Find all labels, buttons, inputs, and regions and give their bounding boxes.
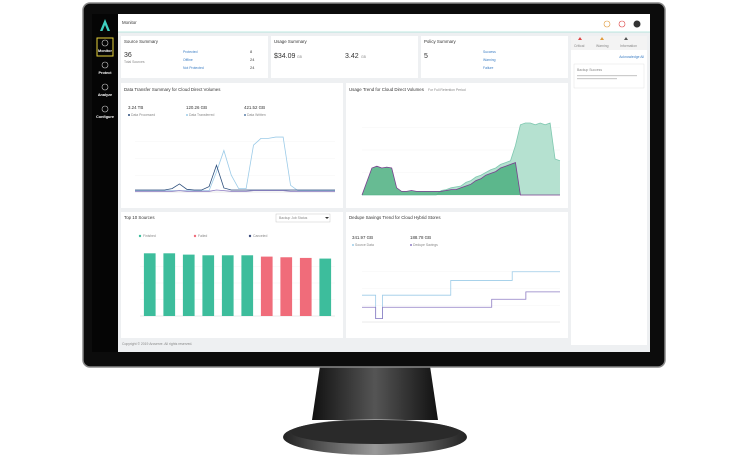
nav-label[interactable]: Protect (98, 71, 112, 75)
line (362, 271, 560, 320)
help-icon[interactable] (603, 20, 611, 28)
user-avatar[interactable] (633, 20, 641, 28)
row-label[interactable]: Warning (483, 58, 496, 62)
nav-label[interactable]: Analyze (98, 93, 112, 97)
nav-label[interactable]: Configure (96, 115, 114, 119)
alerts-panel: Critical Warning Information Acknowledge… (571, 36, 647, 345)
footer: Copyright © 2019 Arcserve. All rights re… (122, 342, 192, 346)
panel-title: Usage Trend for Cloud Direct Volumes (349, 87, 425, 92)
stat-label: Dedupe Savings (413, 243, 438, 247)
line (135, 189, 335, 192)
stat-dot (410, 244, 412, 246)
stat-dot (128, 114, 130, 116)
row-label[interactable]: Offline (183, 58, 193, 62)
alert-icon[interactable] (618, 20, 626, 28)
stat-dot (186, 114, 188, 116)
acknowledge-all[interactable]: Acknowledge All (619, 55, 644, 59)
row-value: 24 (250, 65, 255, 70)
active-nav (96, 37, 114, 57)
page-title: Monitor (122, 20, 137, 25)
total-policies: 5 (424, 53, 428, 60)
nav-label[interactable]: Monitor (98, 49, 112, 53)
usage-summary-card: Usage Summary $34.09 GB 3.42 GB (271, 36, 418, 78)
nav-icon[interactable] (101, 61, 109, 69)
policy-summary-card: Policy Summary 5 Success Warning Failure (421, 36, 568, 78)
stat-label: Data Written (247, 113, 266, 117)
monitor-neck (312, 366, 438, 420)
bar (241, 255, 254, 316)
card-title: Usage Summary (274, 39, 308, 44)
alert-tab[interactable]: Critical (574, 44, 585, 48)
stat-value: 341.97 GB (352, 235, 373, 240)
legend-label: Canceled (253, 234, 267, 238)
panel-title: Dedupe Savings Trend for Cloud Hybrid St… (349, 215, 441, 220)
panel-title: Top 10 Sources (124, 215, 155, 220)
stat-label: Data Processed (131, 113, 155, 117)
bar (221, 255, 234, 316)
card-title: Source Summary (124, 39, 159, 44)
topbar (118, 14, 650, 32)
total-label: Total Sources (124, 60, 145, 64)
bar (143, 253, 156, 316)
dropdown-label: Backup Job Status (279, 216, 308, 220)
usage-unit: GB (361, 55, 367, 59)
alert-title: Backup Success (577, 68, 602, 72)
stat-dot (352, 244, 354, 246)
legend-label: Failed (198, 234, 207, 238)
monitor-base-top (291, 420, 459, 444)
card-title: Policy Summary (424, 39, 457, 44)
sidebar-nav: Monitor Protect Analyze Configure (96, 39, 114, 119)
cost-unit: GB (297, 55, 303, 59)
stat-value: 120.26 GB (186, 105, 207, 110)
charts: 3.24 TB Data Processed 120.26 GB Data Trans… (128, 105, 561, 323)
bar (299, 257, 312, 316)
legend-label: Finished (143, 234, 156, 238)
panel (346, 212, 568, 338)
line (362, 291, 560, 320)
total-sources: 36 (124, 52, 132, 59)
panel-title: Data Transfer Summary for Cloud Direct V… (124, 87, 221, 92)
row-label[interactable]: Success (483, 50, 496, 54)
stat-value: 188.78 GB (410, 235, 431, 240)
source-summary-card: Source Summary 36 Total Sources Protecte… (121, 36, 268, 78)
bar (182, 254, 195, 316)
logo (100, 19, 110, 31)
stat-value: 421.52 GB (244, 105, 265, 110)
row-value: 24 (250, 57, 255, 62)
line (135, 163, 335, 191)
nav-icon[interactable] (101, 39, 109, 47)
panel (121, 83, 343, 208)
line (361, 162, 560, 196)
bar (280, 257, 293, 316)
line (135, 136, 335, 192)
nav-icon[interactable] (101, 105, 109, 113)
stat-label: Data Transferred (189, 113, 215, 117)
alert-tab[interactable]: Warning (596, 44, 609, 48)
panel-subtitle: For Full Retention Period (428, 88, 466, 92)
bar (202, 255, 215, 316)
legend-dot (248, 234, 252, 238)
alert-tab[interactable]: Information (620, 44, 637, 48)
row-label[interactable]: Not Protected (183, 66, 204, 70)
area (362, 162, 560, 195)
status-dropdown[interactable] (275, 213, 331, 223)
bar (163, 253, 176, 316)
stat-label: Source Data (355, 243, 374, 247)
row-value: 8 (250, 49, 253, 54)
legend-dot (193, 234, 197, 238)
stat-dot (244, 114, 246, 116)
dropdown-caret (325, 217, 329, 219)
bar (319, 258, 332, 316)
row-label[interactable]: Failure (483, 66, 493, 70)
bar (260, 256, 273, 316)
stat-value: 3.24 TB (128, 105, 143, 110)
sidebar (92, 14, 118, 352)
cost: $34.09 (274, 53, 296, 60)
row-label[interactable]: Protected (183, 50, 198, 54)
usage: 3.42 (345, 53, 359, 60)
legend-dot (138, 234, 142, 238)
nav-icon[interactable] (101, 83, 109, 91)
